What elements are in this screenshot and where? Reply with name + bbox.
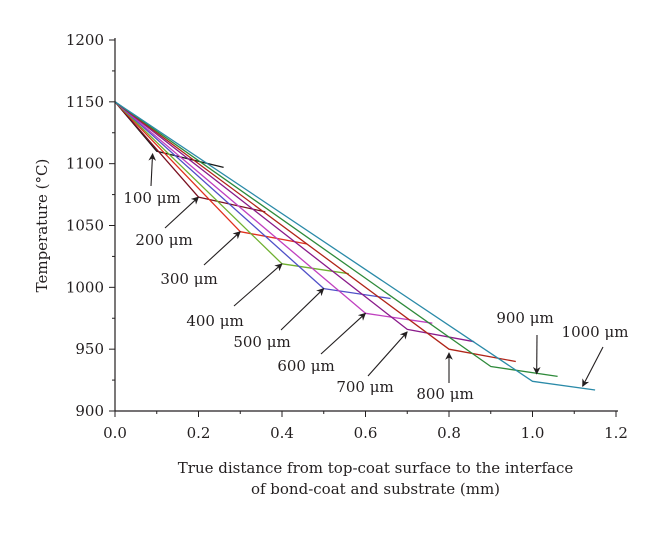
y-tick-label: 1150	[66, 93, 104, 111]
annotation-label: 900 μm	[496, 309, 553, 327]
annotation-label: 1000 μm	[562, 323, 629, 341]
x-tick-label: 1.2	[604, 424, 628, 442]
annotation-arrow	[280, 288, 325, 331]
annotation-label: 800 μm	[416, 385, 473, 403]
annotation-label: 700 μm	[336, 378, 393, 396]
series-line-7	[114, 101, 475, 343]
annotation-label: 300 μm	[160, 270, 217, 288]
annotation-label: 100 μm	[123, 189, 180, 207]
annotation-arrow	[164, 196, 200, 229]
annotation-label: 600 μm	[277, 357, 334, 375]
axes-layer	[109, 38, 618, 417]
y-axis-title: Temperature (°C)	[33, 159, 51, 293]
annotation-arrow	[233, 263, 283, 307]
y-tick-label: 1200	[66, 31, 104, 49]
annotation-label: 400 μm	[186, 312, 243, 330]
y-tick-label: 1050	[66, 217, 104, 235]
series-line-10	[114, 101, 596, 391]
annotation-label: 500 μm	[233, 333, 290, 351]
x-tick-label: 0.0	[103, 424, 127, 442]
x-tick-label: 0.4	[270, 424, 294, 442]
x-axis-title-line-2: of bond-coat and substrate (mm)	[251, 480, 500, 498]
x-axis-title-line-1: True distance from top-coat surface to t…	[178, 459, 574, 477]
annotation-layer	[148, 153, 604, 387]
annotation-label: 200 μm	[135, 231, 192, 249]
y-tick-label: 1000	[66, 278, 104, 296]
x-tick-label: 0.2	[187, 424, 211, 442]
series-line-8	[114, 101, 516, 363]
x-tick-label: 0.6	[354, 424, 378, 442]
x-tick-label: 1.0	[521, 424, 545, 442]
annotation-arrow	[367, 331, 408, 377]
y-tick-label: 900	[75, 402, 104, 420]
annotation-arrow	[320, 312, 367, 355]
y-tick-label: 1100	[66, 155, 104, 173]
annotation-arrow	[148, 153, 157, 187]
x-tick-label: 0.8	[437, 424, 461, 442]
annotation-arrow	[582, 346, 604, 387]
label-layer: 0.0 0.2 0.4 0.6 0.8 1.0 1.2 900 950 1000 1050 1100 1…	[33, 31, 628, 498]
annotation-arrow	[203, 231, 241, 266]
y-tick-label: 950	[75, 340, 104, 358]
